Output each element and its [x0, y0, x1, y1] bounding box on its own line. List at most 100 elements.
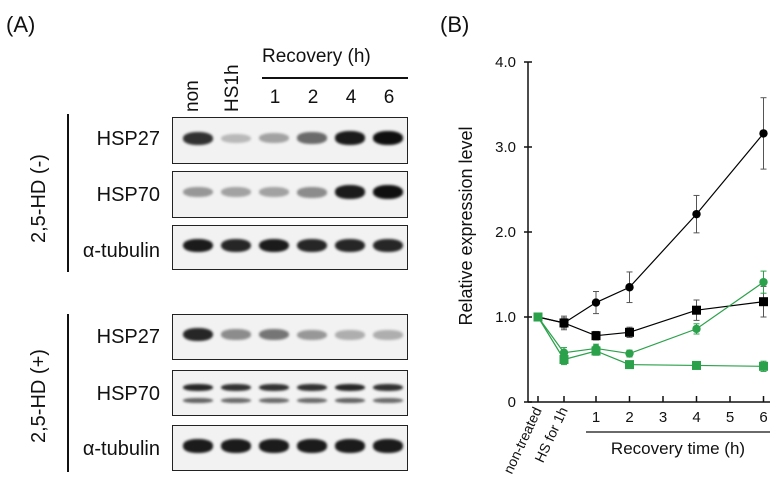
blot-band	[183, 397, 213, 403]
x-special-label: non-treated	[500, 405, 545, 477]
y-tick-label: 2.0	[495, 224, 516, 241]
blot-band	[221, 397, 251, 403]
row-label: HSP27	[96, 326, 160, 348]
blot-band	[335, 438, 365, 453]
blot-band	[259, 238, 289, 253]
data-point	[759, 297, 768, 307]
blot-band	[373, 384, 403, 392]
y-tick-label: 3.0	[495, 139, 516, 156]
blot-band	[373, 329, 403, 340]
row-label: HSP27	[96, 128, 160, 150]
blot-band	[221, 238, 251, 253]
blot-band	[221, 187, 251, 198]
blot-band	[221, 438, 251, 453]
blot-band	[373, 238, 403, 253]
blot-hsp70-plus	[172, 370, 408, 416]
blot-band	[373, 185, 403, 200]
recovery-time-2: 2	[307, 87, 319, 108]
row-label: α-tubulin	[82, 438, 160, 460]
blot-hsp27-minus	[172, 117, 408, 164]
blot-band	[259, 384, 289, 392]
blot-band	[297, 132, 327, 145]
x-tick-label: 3	[659, 409, 667, 426]
data-point	[625, 327, 634, 337]
blot-band	[183, 384, 213, 392]
data-point	[559, 355, 569, 364]
blot-band	[183, 438, 213, 453]
blot-band	[259, 133, 289, 144]
blot-tubulin-minus	[172, 225, 408, 270]
blot-band	[335, 131, 365, 146]
data-point	[759, 361, 768, 371]
panel-b-label: (B)	[440, 12, 470, 37]
blot-band	[297, 329, 327, 340]
blot-band	[297, 397, 327, 403]
x-axis-label: Recovery time (h)	[611, 439, 745, 458]
recovery-time-4: 4	[345, 87, 357, 108]
recovery-title: Recovery (h)	[262, 46, 371, 67]
x-tick-label: 5	[726, 409, 734, 426]
blot-band	[183, 187, 213, 198]
blot-band	[335, 397, 365, 403]
blot-band	[335, 384, 365, 392]
row-label: HSP70	[96, 184, 160, 206]
blot-hsp27-plus	[172, 314, 408, 360]
blot-tubulin-plus	[172, 425, 408, 471]
blot-band	[335, 185, 365, 200]
panel-a-label: (A)	[6, 12, 36, 37]
blot-band	[259, 438, 289, 453]
series-line	[537, 133, 764, 324]
y-tick-label: 0	[508, 394, 516, 411]
blot-band	[335, 329, 365, 340]
series-line	[537, 281, 764, 355]
blot-band	[183, 328, 213, 342]
lane-label-hs1h: HS1h	[222, 64, 243, 112]
x-tick-label: 6	[759, 409, 767, 426]
blot-band	[297, 238, 327, 253]
x-tick-label: 2	[625, 409, 633, 426]
blot-band	[373, 131, 403, 146]
data-point	[591, 346, 601, 356]
blot-band	[259, 397, 289, 403]
data-point	[692, 305, 701, 315]
blot-band	[183, 131, 213, 145]
data-point	[625, 349, 634, 358]
data-point	[533, 312, 543, 322]
y-tick-label: 1.0	[495, 309, 516, 326]
y-axis-label: Relative expression level	[456, 126, 476, 325]
y-tick-label: 4.0	[495, 54, 516, 71]
blot-band	[259, 187, 289, 198]
data-point	[692, 360, 701, 370]
blot-band	[297, 384, 327, 392]
row-label: α-tubulin	[82, 240, 160, 262]
line-chart: 0 1.0 2.0 3.0 4.0 Relative expression level 1 2…	[456, 54, 770, 477]
blot-band	[221, 329, 251, 341]
recovery-underline	[262, 77, 408, 79]
blot-band	[221, 133, 251, 143]
data-point	[759, 277, 768, 287]
data-point	[692, 324, 701, 334]
blot-hsp70-minus	[172, 171, 408, 218]
series-line	[537, 301, 764, 337]
blot-band	[335, 238, 365, 253]
data-point	[625, 283, 634, 292]
data-point	[625, 360, 634, 370]
data-point	[559, 318, 569, 328]
blot-band	[183, 238, 213, 253]
data-point	[591, 298, 601, 307]
blot-band	[297, 186, 327, 198]
x-tick-label: 1	[592, 409, 600, 426]
series-line	[537, 316, 764, 367]
data-point	[591, 331, 601, 341]
group-bracket-plus	[67, 314, 69, 472]
data-point	[692, 209, 701, 219]
row-label: HSP70	[96, 383, 160, 405]
blot-band	[373, 397, 403, 403]
lane-label-non: non	[182, 80, 203, 112]
recovery-time-1: 1	[269, 87, 281, 108]
blot-band	[297, 438, 327, 453]
data-point	[759, 129, 768, 138]
blot-band	[373, 438, 403, 453]
blot-band	[221, 384, 251, 392]
x-tick-label: 4	[692, 409, 700, 426]
